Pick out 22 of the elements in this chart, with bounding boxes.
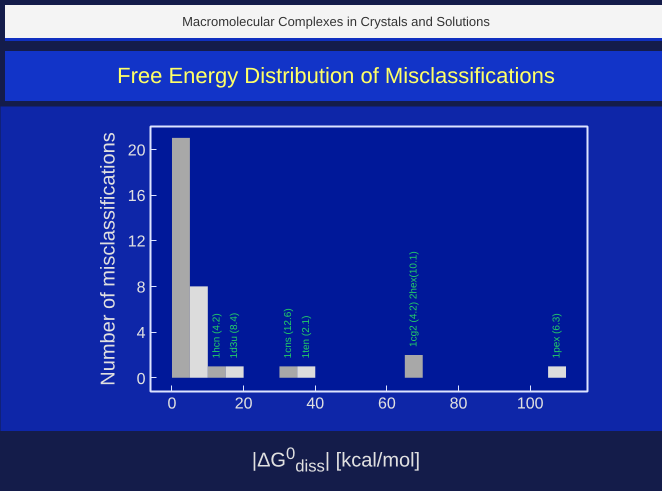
x-tick-label: 40 (306, 396, 324, 412)
y-tick-label: 20 (128, 142, 146, 160)
annotation: 1hcn (4.2) (211, 313, 222, 358)
x-tick-label: 100 (516, 396, 544, 412)
y-axis-title: Number of misclassifications (98, 132, 120, 386)
y-tick-label: 16 (128, 188, 146, 206)
y-tick-label: 8 (136, 279, 146, 296)
annotation: 1d3u (8.4) (229, 312, 240, 358)
annotation: 1pex (6.3) (552, 313, 563, 358)
y-tick-label: 12 (128, 234, 146, 251)
x-tick-label: 0 (168, 396, 177, 412)
y-tick-label: 0 (136, 370, 146, 388)
y-tick-label: 4 (136, 325, 146, 342)
annotation: 1cg2 (4.2) 2hex(10.1) (408, 251, 420, 347)
x-tick-label: 80 (450, 396, 468, 412)
annotation: 1cns (12.6) (282, 308, 294, 358)
x-tick-label: 60 (378, 396, 396, 412)
annotation: 1ten (2.1) (300, 316, 312, 358)
x-axis-title: |ΔG$^{0}$$_{diss}$| [kcal/mol] (252, 443, 420, 478)
chart-title: Free Energy Distribution of Misclassifications (117, 62, 555, 90)
text: Macromolecular Complexes in Crystals and Solutions (182, 13, 490, 31)
x-tick-label: 20 (234, 396, 253, 412)
